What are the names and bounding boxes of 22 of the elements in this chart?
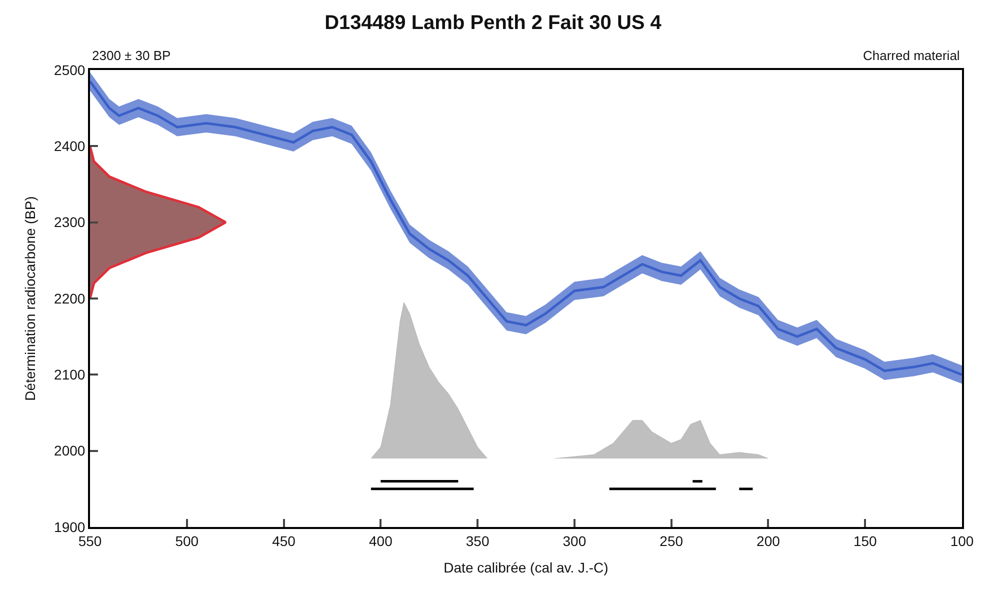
y-tick-label: 2100	[54, 366, 86, 383]
y-tick-label: 2000	[54, 442, 86, 459]
x-tick-label: 400	[368, 532, 393, 549]
x-tick-label: 500	[175, 532, 199, 549]
x-tick-label: 200	[756, 532, 780, 549]
x-tick-label: 550	[78, 532, 102, 549]
y-axis-title: Détermination radiocarbone (BP)	[22, 196, 38, 401]
text: 2300 ± 30 BP	[92, 48, 171, 63]
x-tick-label: 300	[562, 532, 586, 549]
x-tick-label: 100	[950, 532, 974, 549]
text: Charred material	[863, 48, 960, 63]
chart-title: D134489 Lamb Penth 2 Fait 30 US 4	[324, 12, 662, 34]
x-axis-title: Date calibrée (cal av. J.-C)	[444, 560, 608, 576]
y-tick-label: 2500	[54, 62, 86, 78]
y-tick-label: 1900	[54, 518, 86, 535]
x-tick-label: 450	[272, 532, 296, 549]
y-tick-label: 2200	[54, 290, 86, 306]
x-tick-label: 350	[466, 532, 490, 549]
x-tick-label: 250	[660, 532, 684, 549]
y-tick-label: 2400	[54, 138, 86, 154]
y-tick-label: 2300	[54, 214, 86, 230]
x-tick-label: 150	[853, 532, 878, 549]
